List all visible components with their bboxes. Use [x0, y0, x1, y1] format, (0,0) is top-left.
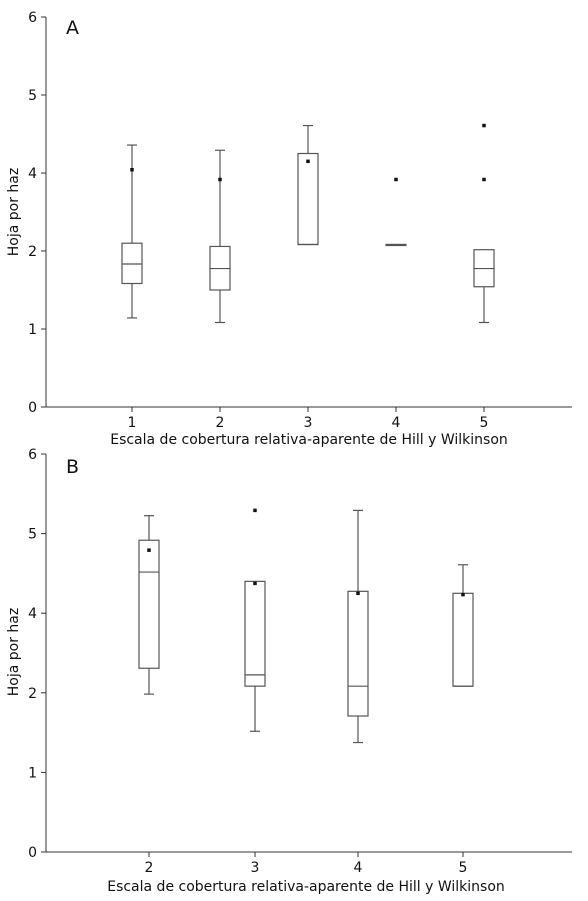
iqr-box [297, 152, 319, 246]
outlier-point [482, 123, 486, 128]
x-tick-label: 5 [480, 415, 489, 431]
iqr-box [347, 590, 369, 717]
box-plot-2 [209, 149, 231, 324]
x-tick-label: 5 [459, 860, 468, 876]
y-tick-label: 6 [28, 10, 37, 26]
y-tick-label: 4 [28, 606, 37, 622]
mean-marker [130, 168, 134, 172]
y-tick-label: 6 [28, 447, 37, 463]
panel-b-y-axis-label: Hoja por haz [6, 608, 22, 696]
x-tick-label: 3 [251, 860, 260, 876]
box-plot-1 [121, 144, 143, 319]
box-plot-4 [385, 177, 407, 247]
y-tick-label: 1 [28, 322, 37, 338]
y-tick-label: 5 [28, 88, 37, 104]
panel-b-x-axis-label: Escala de cobertura relativa-aparente de… [107, 879, 505, 895]
outlier-point [253, 508, 257, 513]
box-plot-2 [138, 515, 160, 695]
box-plot-4 [347, 509, 369, 744]
panel-b: B Hoja por haz Escala de cobertura relat… [6, 447, 572, 895]
box-plot-3 [297, 124, 319, 246]
y-tick-label: 2 [28, 244, 37, 260]
x-tick-label: 3 [304, 415, 313, 431]
iqr-box [244, 580, 266, 687]
x-tick-label: 4 [392, 415, 401, 431]
y-tick-label: 0 [28, 845, 37, 861]
box-plot-5 [473, 123, 495, 324]
y-tick-label: 5 [28, 527, 37, 543]
mean-marker [306, 159, 310, 164]
mean-marker [147, 548, 151, 552]
box-plot-3 [244, 508, 266, 732]
box-plot-5 [452, 564, 474, 687]
panel-a-y-axis-label: Hoja por haz [6, 168, 22, 256]
y-tick-label: 2 [28, 686, 37, 702]
x-tick-label: 1 [128, 415, 137, 431]
x-tick-label: 4 [354, 860, 363, 876]
mean-marker [461, 592, 465, 597]
mean-marker [356, 591, 360, 596]
iqr-box [121, 242, 143, 285]
mean-marker [218, 177, 222, 182]
panel-b-letter: B [66, 456, 79, 478]
panel-a: A Hoja por haz Escala de cobertura relat… [6, 10, 572, 448]
mean-marker [482, 177, 486, 182]
mean-marker [394, 177, 398, 182]
iqr-box [452, 592, 474, 687]
panel-a-letter: A [66, 17, 79, 39]
y-tick-label: 0 [28, 400, 37, 416]
panel-a-x-axis-label: Escala de cobertura relativa-aparente de… [110, 432, 508, 448]
y-tick-label: 1 [28, 765, 37, 781]
mean-marker [253, 581, 257, 586]
y-tick-label: 4 [28, 166, 37, 182]
iqr-box [138, 539, 160, 669]
x-tick-label: 2 [145, 860, 154, 876]
x-tick-label: 2 [216, 415, 225, 431]
